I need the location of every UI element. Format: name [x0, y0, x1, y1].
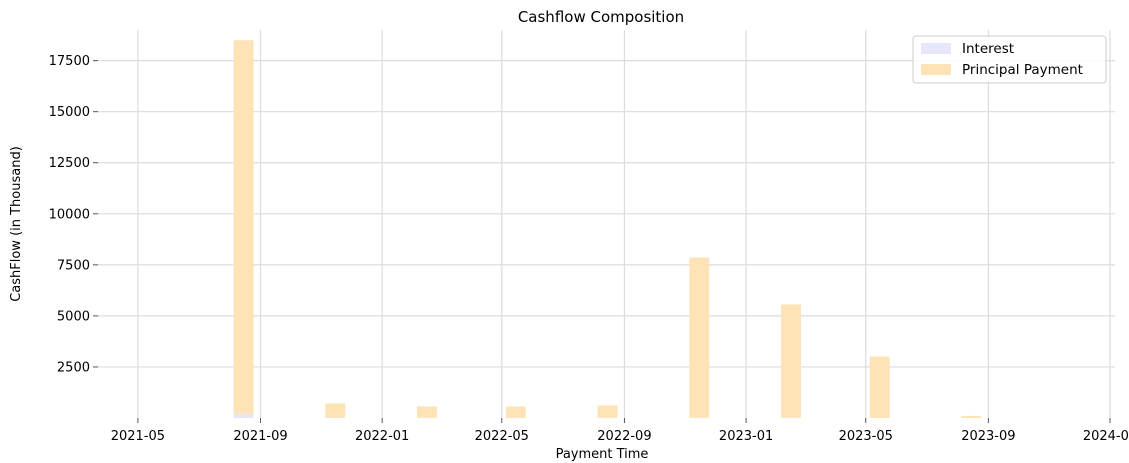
y-tick-label: 15000 — [49, 105, 90, 120]
bar-principal-payment — [505, 406, 526, 418]
grid — [98, 30, 1115, 418]
chart-title: Cashflow Composition — [518, 8, 684, 26]
legend-swatch-principal-payment — [921, 64, 951, 75]
bar-principal-payment — [325, 403, 346, 418]
legend-label-interest: Interest — [962, 41, 1014, 57]
legend-swatch-interest — [921, 43, 951, 54]
x-tick-label: 2023-05 — [839, 429, 893, 444]
x-axis-label: Payment Time — [556, 447, 649, 462]
x-tick-label: 2022-01 — [355, 429, 409, 444]
y-tick-label: 2500 — [57, 360, 90, 375]
y-tick-label: 10000 — [49, 207, 90, 222]
x-tick-label: 2021-09 — [233, 429, 287, 444]
bar-principal-payment — [961, 415, 982, 418]
x-tick-label: 2023-09 — [961, 429, 1015, 444]
bars — [233, 40, 982, 418]
bar-principal-payment — [780, 304, 801, 418]
legend-label-principal-payment: Principal Payment — [962, 62, 1083, 78]
x-tick-label: 2022-09 — [597, 429, 651, 444]
x-tick-label: 2023-01 — [719, 429, 773, 444]
x-tick-label: 2024-01 — [1083, 429, 1129, 444]
x-tick-label: 2021-05 — [111, 429, 165, 444]
bar-principal-payment — [233, 40, 254, 414]
y-axis-label: CashFlow (in Thousand) — [9, 146, 24, 302]
x-tick-label: 2022-05 — [475, 429, 529, 444]
bar-principal-payment — [689, 257, 710, 418]
y-tick-label: 7500 — [57, 258, 90, 273]
bar-interest — [233, 413, 254, 418]
legend-frame — [912, 35, 1107, 84]
bar-principal-payment — [417, 406, 437, 418]
bar-principal-payment — [869, 356, 890, 418]
ticks: 2500 5000 7500 10000 12500 15000 17500 2021-05 2… — [49, 54, 1129, 444]
y-tick-label: 17500 — [49, 54, 90, 69]
bar-principal-payment — [597, 405, 618, 418]
y-tick-label: 5000 — [57, 309, 90, 324]
y-tick-label: 12500 — [49, 156, 90, 171]
legend: Interest Principal Payment — [912, 35, 1107, 84]
